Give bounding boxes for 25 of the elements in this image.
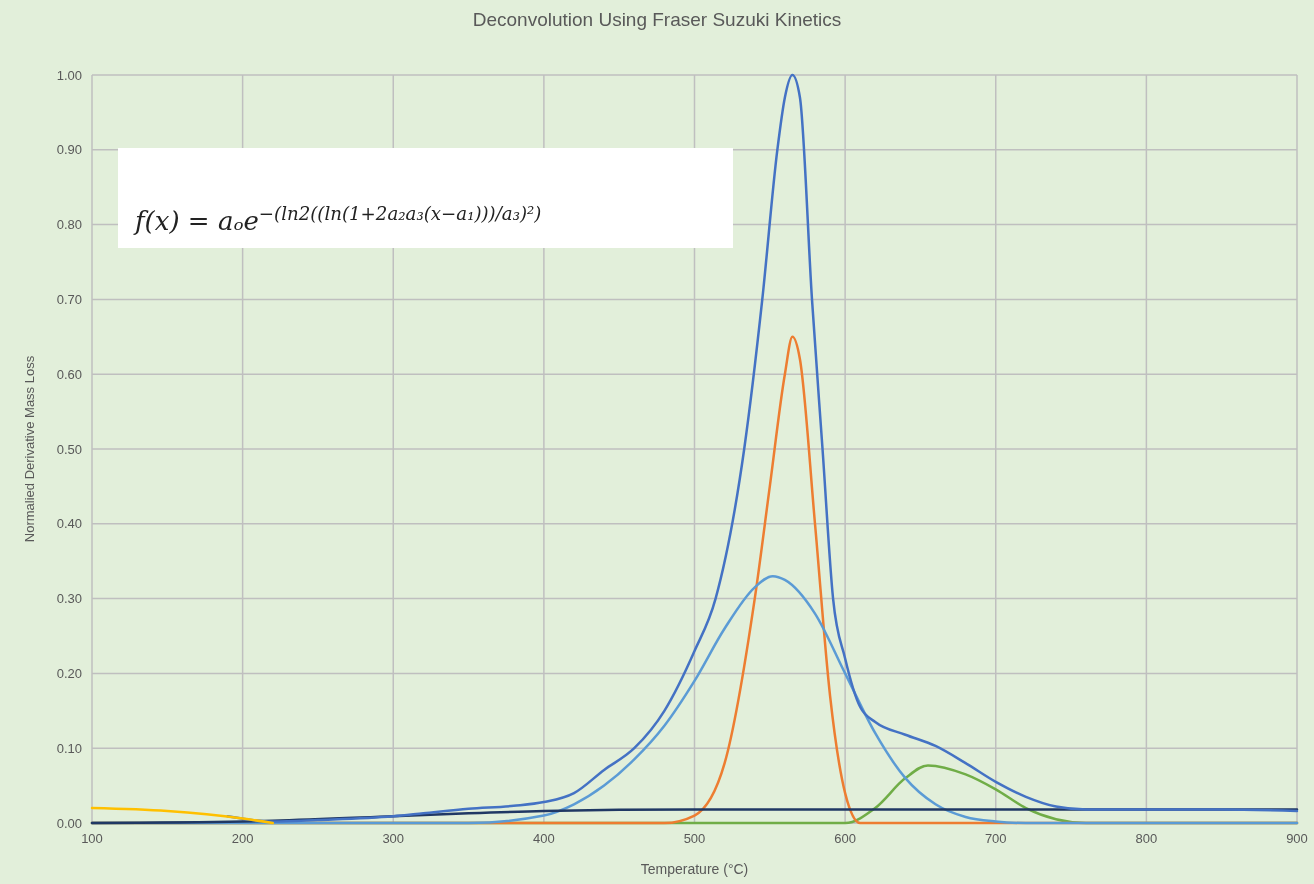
- formula-box: f(x) = aₒe$^{−(ln2((ln(1+2a₂a₃(x−a₁)))/a₃)²)}$: [118, 148, 733, 248]
- y-tick-label: 0.20: [56, 665, 82, 681]
- y-tick-label: 0.70: [56, 291, 82, 307]
- y-tick-label: 0.30: [56, 591, 82, 607]
- y-tick-label: 1.00: [56, 67, 82, 83]
- y-tick-label: 0.80: [56, 217, 82, 233]
- y-tick-label: 0.10: [56, 740, 82, 756]
- y-tick-label: 0.00: [56, 815, 82, 831]
- annotation: f(x) = aₒe$^{−(ln2((ln(1+2a₂a₃(x−a₁)))/a₃)²)}$: [133, 202, 542, 236]
- x-tick-label: 600: [834, 831, 856, 846]
- x-tick-label: 200: [231, 831, 254, 846]
- x-tick-label: 400: [533, 831, 555, 846]
- y-tick-label: 0.60: [56, 366, 82, 382]
- y-tick-label: 0.50: [56, 441, 82, 457]
- x-tick-label: 300: [382, 831, 405, 846]
- y-tick-label: 0.90: [56, 142, 82, 158]
- x-tick-label: 100: [81, 831, 103, 846]
- chart-title: Deconvolution Using Fraser Suzuki Kinetics: [472, 9, 842, 30]
- x-tick-label: 700: [984, 831, 1007, 846]
- x-axis-title: Temperature (°C): [640, 861, 749, 877]
- x-tick-label: 900: [1286, 831, 1308, 846]
- y-tick-label: 0.40: [56, 516, 82, 532]
- y-axis-title: Normalied Derivative Mass Loss: [22, 355, 37, 543]
- x-tick-label: 500: [683, 831, 706, 846]
- x-tick-label: 800: [1135, 831, 1158, 846]
